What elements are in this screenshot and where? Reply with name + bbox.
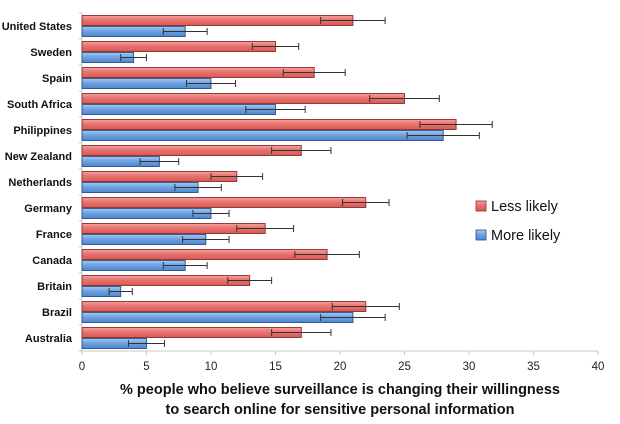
legend-label-more-likely: More likely bbox=[491, 228, 561, 244]
bar-less-likely bbox=[81, 301, 367, 312]
x-tick-label: 0 bbox=[79, 361, 85, 373]
error-bar-less-likely bbox=[342, 199, 390, 206]
category-label: Sweden bbox=[30, 47, 72, 59]
error-bar-less-likely bbox=[236, 225, 295, 232]
error-bar-more-likely bbox=[174, 184, 222, 191]
x-tick-label: 10 bbox=[205, 361, 218, 373]
x-axis-title-line-2: to search online for sensitive personal … bbox=[166, 402, 515, 418]
x-tick-label: 20 bbox=[334, 361, 347, 373]
bar-less-likely bbox=[81, 145, 302, 156]
bar-less-likely bbox=[81, 249, 328, 260]
error-bar-less-likely bbox=[331, 303, 400, 310]
category-label: France bbox=[36, 229, 72, 241]
error-bar-more-likely bbox=[185, 80, 237, 87]
bar-less-likely bbox=[81, 327, 302, 338]
legend-swatch-more-likely bbox=[475, 229, 487, 241]
category-label: Brazil bbox=[42, 307, 72, 319]
error-bar-more-likely bbox=[406, 132, 480, 139]
legend-label-less-likely: Less likely bbox=[491, 199, 559, 215]
x-tick-label: 40 bbox=[592, 361, 605, 373]
legend-swatch-less-likely bbox=[475, 200, 487, 212]
error-bar-less-likely bbox=[294, 251, 360, 258]
error-bar-less-likely bbox=[251, 43, 300, 50]
error-bar-more-likely bbox=[162, 262, 208, 269]
category-label: Spain bbox=[42, 73, 72, 85]
category-label: Netherlands bbox=[8, 177, 72, 189]
error-bar-less-likely bbox=[320, 17, 386, 24]
category-label: Australia bbox=[25, 333, 73, 345]
category-label: Germany bbox=[24, 203, 73, 215]
category-label: Canada bbox=[32, 255, 73, 267]
error-bar-more-likely bbox=[108, 288, 133, 295]
bar-less-likely bbox=[81, 93, 405, 104]
x-tick-label: 30 bbox=[463, 361, 476, 373]
bars-group bbox=[81, 15, 493, 349]
error-bar-more-likely bbox=[192, 210, 230, 217]
error-bar-more-likely bbox=[182, 236, 230, 243]
x-tick-label: 35 bbox=[527, 361, 540, 373]
error-bar-more-likely bbox=[139, 158, 180, 165]
bar-less-likely bbox=[81, 67, 315, 78]
category-label: South Africa bbox=[7, 99, 73, 111]
category-labels: United States Sweden Spain South Africa Phil… bbox=[2, 21, 73, 345]
category-label: New Zealand bbox=[5, 151, 72, 163]
x-tick-label: 15 bbox=[269, 361, 282, 373]
legend: Less likely More likely bbox=[475, 199, 561, 244]
error-bar-more-likely bbox=[120, 54, 147, 61]
error-bar-less-likely bbox=[271, 329, 332, 336]
bar-less-likely bbox=[81, 41, 276, 52]
error-bar-more-likely bbox=[162, 28, 208, 35]
bar-more-likely bbox=[81, 208, 212, 219]
error-bar-less-likely bbox=[282, 69, 346, 76]
error-bar-less-likely bbox=[210, 173, 264, 180]
bar-less-likely bbox=[81, 275, 251, 286]
error-bar-less-likely bbox=[419, 121, 493, 128]
bar-more-likely bbox=[81, 130, 444, 141]
error-bar-less-likely bbox=[271, 147, 332, 154]
error-bar-more-likely bbox=[245, 106, 306, 113]
category-label: United States bbox=[2, 21, 72, 33]
x-tick-label: 5 bbox=[143, 361, 149, 373]
error-bar-less-likely bbox=[227, 277, 273, 284]
x-axis-title-line-1: % people who believe surveillance is cha… bbox=[120, 382, 560, 398]
x-tick-labels: 0 5 10 15 20 25 30 35 40 bbox=[79, 361, 605, 373]
x-tick-label: 25 bbox=[398, 361, 411, 373]
error-bar-less-likely bbox=[369, 95, 440, 102]
category-label: Philippines bbox=[13, 125, 72, 137]
bar-more-likely bbox=[81, 312, 354, 323]
error-bar-more-likely bbox=[127, 340, 166, 347]
category-label: Britain bbox=[37, 281, 72, 293]
error-bar-more-likely bbox=[320, 314, 386, 321]
bar-less-likely bbox=[81, 15, 354, 26]
bar-less-likely bbox=[81, 197, 367, 208]
bar-less-likely bbox=[81, 119, 457, 130]
